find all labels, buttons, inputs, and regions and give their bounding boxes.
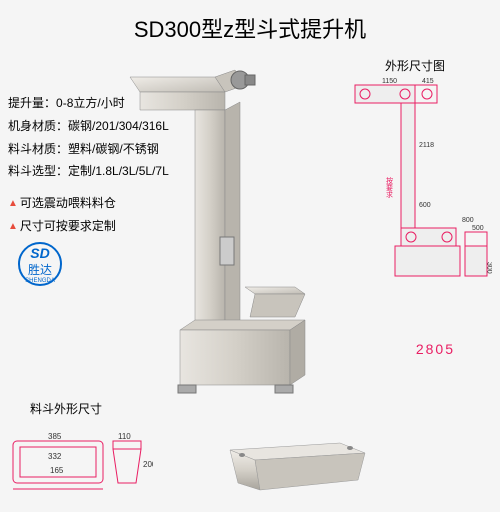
dim-label: 385: [48, 432, 62, 441]
bucket-3d-render: [220, 435, 370, 500]
note-row: ▲尺寸可按要求定制: [8, 215, 116, 238]
note-row: ▲可选震动喂料料仓: [8, 192, 116, 215]
dim-label: 按要求: [386, 176, 394, 198]
bucket-drawing: 385 332 165 110 200: [8, 429, 153, 504]
dim-label: 300: [486, 262, 493, 274]
dim-label: 600: [419, 202, 431, 209]
dim-label: 110: [118, 432, 131, 441]
content-area: 提升量：0-8立方/小时 机身材质：碳钢/201/304/316L 料斗材质：塑…: [0, 52, 500, 512]
logo-sd: SD: [30, 245, 49, 261]
dimension-base-width: 2805: [416, 341, 455, 357]
dimension-title: 外形尺寸图: [385, 57, 445, 74]
dim-label: 200: [143, 460, 153, 469]
brand-logo: SD 胜达 SHENGDA: [18, 242, 62, 286]
page-title: SD300型z型斗式提升机: [0, 0, 500, 52]
dim-label: 332: [48, 452, 62, 461]
dim-label: 500: [472, 225, 484, 232]
dim-label: 800: [462, 217, 474, 224]
dim-label: 165: [50, 466, 64, 475]
notes-list: ▲可选震动喂料料仓 ▲尺寸可按要求定制: [8, 192, 116, 238]
logo-cn: 胜达: [28, 261, 52, 278]
dimension-drawing: 1150 415 2118 按要求 600 800 500 300: [347, 77, 492, 317]
dim-label: 2118: [419, 142, 434, 149]
machine-render: [120, 62, 320, 402]
logo-py: SHENGDA: [25, 278, 55, 284]
triangle-icon: ▲: [8, 217, 18, 236]
dim-label: 1150: [382, 78, 397, 85]
dim-label: 415: [422, 78, 434, 85]
triangle-icon: ▲: [8, 194, 18, 213]
bucket-title: 料斗外形尺寸: [30, 400, 102, 417]
